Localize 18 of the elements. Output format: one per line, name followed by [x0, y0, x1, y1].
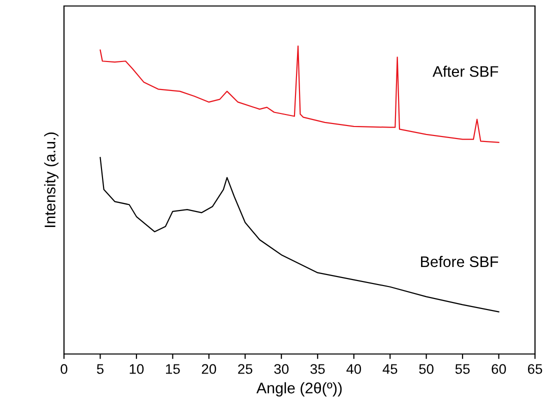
- text: After SBF: [432, 66, 498, 77]
- x-tick-label: 30: [274, 364, 289, 374]
- x-tick-label: 65: [528, 364, 542, 374]
- x-tick-label: 5: [96, 364, 104, 374]
- x-tick-label: 15: [166, 364, 180, 374]
- x-tick-label: 40: [346, 364, 362, 374]
- series-label: Before SBF: [421, 256, 498, 268]
- x-tick-label: 55: [455, 364, 470, 374]
- x-tick-label: 25: [238, 364, 252, 374]
- x-tick-label: 50: [419, 364, 434, 374]
- x-tick-label: 45: [382, 364, 398, 374]
- x-tick-label: 0: [60, 364, 68, 374]
- y-axis-title: Intensity (a.u.): [44, 132, 58, 227]
- x-tick-label: 60: [492, 364, 506, 374]
- x-axis-title: Angle (2θ(º)): [256, 382, 342, 396]
- x-tick-label: 35: [310, 364, 325, 374]
- x-tick-label: 10: [130, 364, 144, 374]
- x-tick-label: 20: [202, 364, 216, 374]
